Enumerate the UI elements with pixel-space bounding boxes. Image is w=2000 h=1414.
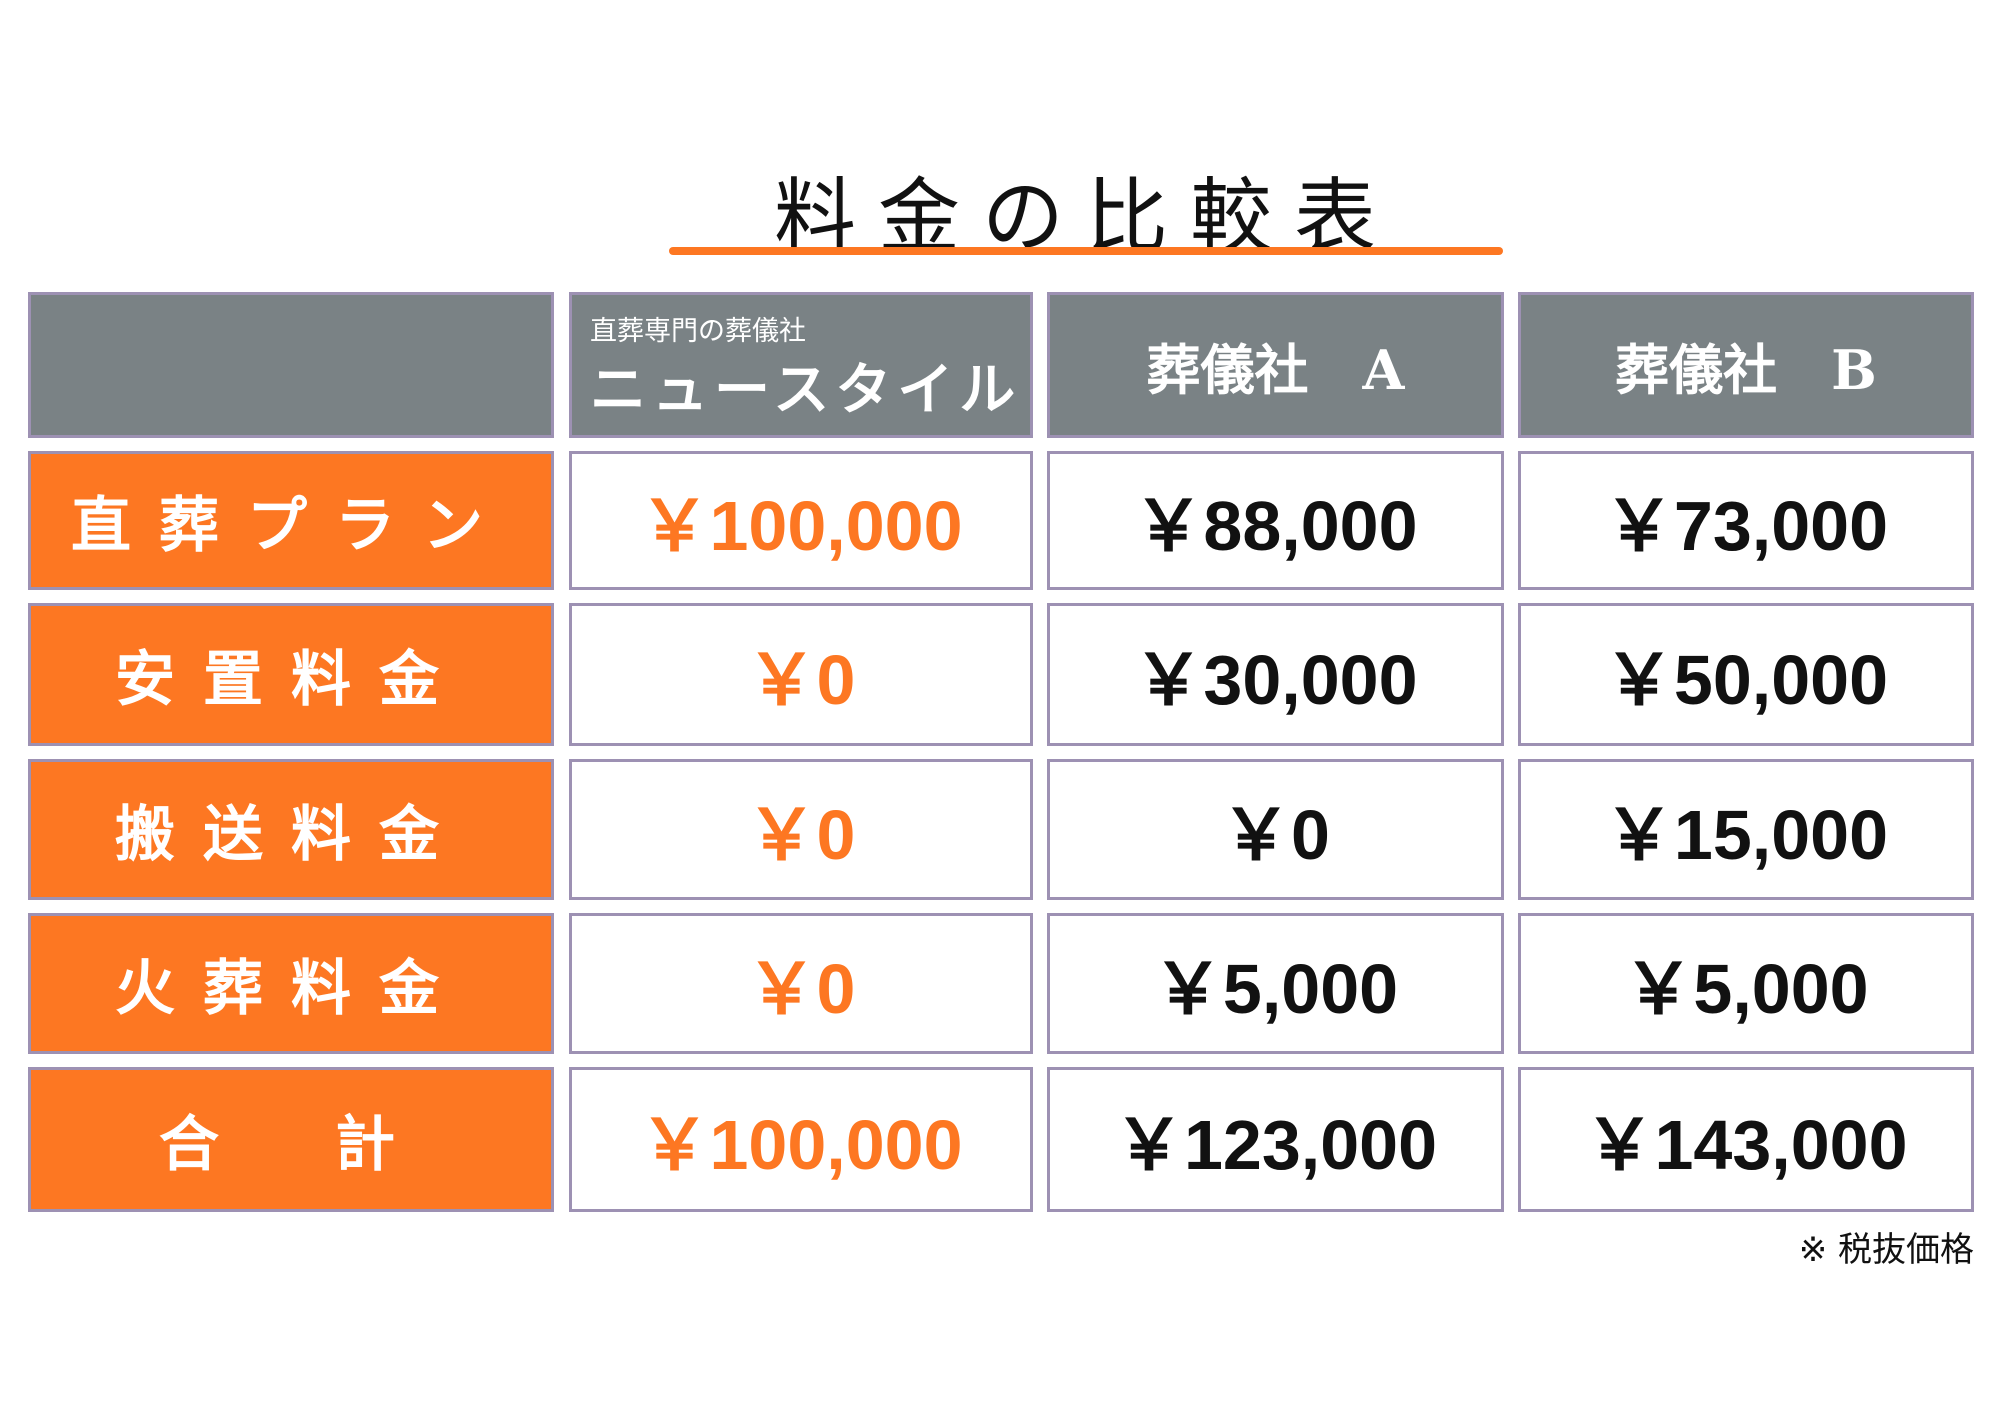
price-cell: ￥123,000 (1047, 1067, 1504, 1212)
price-cell: ￥15,000 (1518, 759, 1974, 900)
title-underline (669, 247, 1503, 255)
price-cell: ￥0 (569, 913, 1033, 1054)
price-cell: ￥50,000 (1518, 603, 1974, 746)
header-newstyle-name: ニュースタイル (590, 357, 1022, 423)
row-label: 火葬料金 (28, 913, 554, 1054)
header-empty-cell (28, 292, 554, 438)
price-cell: ￥5,000 (1518, 913, 1974, 1054)
header-company-a: 葬儀社 A (1047, 292, 1504, 438)
row-label: 安置料金 (28, 603, 554, 746)
price-cell: ￥143,000 (1518, 1067, 1974, 1212)
row-label: 合 計 (28, 1067, 554, 1212)
price-cell: ￥5,000 (1047, 913, 1504, 1054)
tax-note: ※ 税抜価格 (1798, 1230, 1974, 1270)
price-cell: ￥100,000 (569, 451, 1033, 590)
row-label: 搬送料金 (28, 759, 554, 900)
price-cell: ￥0 (1047, 759, 1504, 900)
price-cell: ￥73,000 (1518, 451, 1974, 590)
price-cell: ￥30,000 (1047, 603, 1504, 746)
header-company-b: 葬儀社 B (1518, 292, 1974, 438)
header-newstyle: 直葬専門の葬儀社 ニュースタイル (569, 292, 1033, 438)
header-newstyle-subtitle: 直葬専門の葬儀社 (590, 316, 806, 347)
price-cell: ￥88,000 (1047, 451, 1504, 590)
price-cell: ￥0 (569, 759, 1033, 900)
price-cell: ￥0 (569, 603, 1033, 746)
price-cell: ￥100,000 (569, 1067, 1033, 1212)
row-label: 直葬プラン (28, 451, 554, 590)
